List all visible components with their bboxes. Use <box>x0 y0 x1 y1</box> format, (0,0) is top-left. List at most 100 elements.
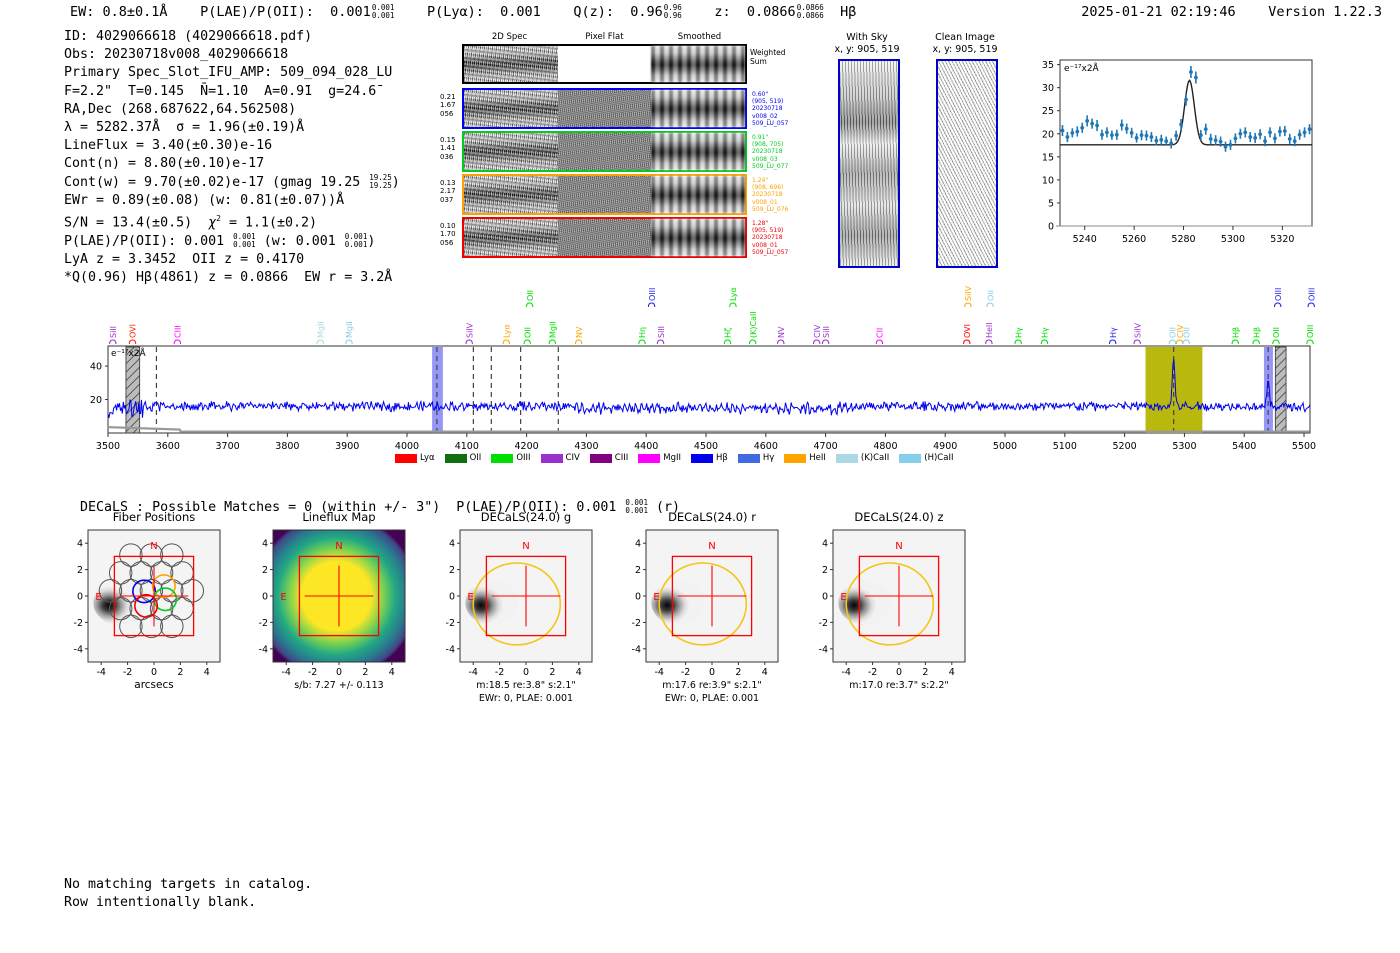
spec2d-fiber-right-label: 20230718 <box>752 148 783 156</box>
spec2d-ws-pixelflat-image <box>557 46 652 82</box>
spec2d-fiber-left-label: 056 <box>440 109 454 118</box>
svg-text:OVI: OVI <box>963 324 972 338</box>
svg-text:5280: 5280 <box>1171 234 1195 245</box>
svg-text:3600: 3600 <box>156 441 180 452</box>
spec2d-fiber-2dspec-image <box>464 219 558 256</box>
axis-tick-label: -4 <box>468 667 477 678</box>
spec2d-fiber-left-label: 1.41 <box>440 144 456 153</box>
spec2d-fiber-left-labels: 0.15 1.41 036 <box>440 136 462 161</box>
svg-text:OII: OII <box>523 327 532 338</box>
spec2d-fiber-smoothed-image <box>651 133 745 170</box>
imaging-panel-svg: Fiber Positions N E -4 -2 0 2 4 4 2 0 -2 -4 arcsecs <box>74 510 221 691</box>
svg-text:(K)CaII: (K)CaII <box>749 311 758 338</box>
info-snr-pre: S/N = 13.4(±0.5) <box>64 215 209 231</box>
legend-swatch <box>589 453 612 463</box>
header-qz-lo: 0.96 <box>663 11 682 20</box>
svg-text:OII: OII <box>1169 327 1178 338</box>
spec2d-fiber-left-label: 1.70 <box>440 230 456 239</box>
legend-label: OIII <box>516 453 531 463</box>
report-timestamp-block: 2025-01-21 02:19:46 Version 1.22.3 <box>1081 4 1382 20</box>
imaging-panel-title: DECaLS(24.0) r <box>668 510 756 524</box>
info-chi-exponent: 2 <box>216 214 221 224</box>
info-cont-w-pre: Cont(w) = 9.70(±0.02)e-17 (gmag 19.25 <box>64 174 369 190</box>
info-plae-hi: 0.001 <box>233 231 256 241</box>
svg-text:3700: 3700 <box>216 441 240 452</box>
svg-text:SiII: SiII <box>822 326 831 338</box>
legend-item: CIV <box>540 453 580 463</box>
spec2d-fiber-row: 0.13 2.17 037 1.24" (908, 696) 20230718 v008_0… <box>440 174 788 215</box>
header-plya-label: P(Lyα): <box>426 4 484 20</box>
spec2d-fiber-right-label: 509_LU_057 <box>752 119 789 127</box>
report-version: Version 1.22.3 <box>1268 4 1382 20</box>
spec2d-fiber-right-label: 509_LU_077 <box>752 162 789 170</box>
spec2d-fiber-left-label: 0.10 <box>440 222 456 230</box>
axis-tick-label: -2 <box>446 618 455 629</box>
svg-text:4000: 4000 <box>395 441 419 452</box>
info-z-solutions: LyA z = 3.3452 OII z = 0.4170 <box>64 251 305 267</box>
header-z-line: Hβ <box>840 4 857 20</box>
info-cont-w: Cont(w) = 9.70(±0.02)e-17 (gmag 19.25 19… <box>64 173 400 192</box>
spec2d-col-title-smoothed: Smoothed <box>677 32 722 42</box>
legend-swatch <box>835 453 858 463</box>
svg-text:5200: 5200 <box>1113 441 1137 452</box>
imaging-panel-caption-1: s/b: 7.27 +/- 0.113 <box>294 680 383 691</box>
svg-text:MgII: MgII <box>549 321 558 338</box>
svg-text:Hγ: Hγ <box>1014 327 1023 338</box>
spec2d-fiber-right-label: 20230718 <box>752 234 783 242</box>
axis-tick-label: 4 <box>204 667 210 678</box>
imaging-panel: DECaLS(24.0) g N E -4 -2 0 2 4 4 2 0 -2 -4 m:18.5 re:… <box>432 508 612 723</box>
svg-text:CIV: CIV <box>1176 324 1185 338</box>
axis-tick-label: 4 <box>389 667 395 678</box>
axis-tick-label: -4 <box>74 644 83 655</box>
axis-tick-label: 2 <box>822 565 828 576</box>
svg-text:4300: 4300 <box>574 441 598 452</box>
imaging-panel-caption-1: m:17.6 re:3.9" s:2.1" <box>662 680 762 691</box>
svg-text:Hγ: Hγ <box>1109 327 1118 338</box>
svg-text:SiII: SiII <box>109 326 118 338</box>
svg-text:OII: OII <box>1272 327 1281 338</box>
svg-text:Hβ: Hβ <box>1252 327 1261 338</box>
axis-tick-label: -2 <box>632 618 641 629</box>
svg-text:4600: 4600 <box>754 441 778 452</box>
axis-tick-label: 2 <box>449 565 455 576</box>
spec2d-fiber-2dspec-image <box>464 133 558 170</box>
svg-text:20: 20 <box>90 395 102 406</box>
info-cont-w-lo: 19.25 <box>369 180 392 190</box>
svg-text:10: 10 <box>1042 175 1054 186</box>
spec2d-fiber-right-label: 1.24" <box>752 177 769 184</box>
svg-text:SiIV: SiIV <box>1133 322 1142 338</box>
legend-item: Lyα <box>395 453 435 463</box>
cutout-clean-coords: x, y: 905, 519 <box>932 43 998 55</box>
svg-text:4500: 4500 <box>694 441 718 452</box>
axis-tick-label: -2 <box>74 618 83 629</box>
spec2d-fiber-smoothed-image <box>651 90 745 127</box>
cutout-clean-title: Clean Image x, y: 905, 519 <box>920 32 1010 55</box>
legend-swatch <box>691 453 714 463</box>
spec2d-fiber-left-label: 0.15 <box>440 136 456 144</box>
compass-north-label: N <box>335 541 342 552</box>
axis-tick-label: 4 <box>822 539 828 550</box>
legend-item: CIII <box>589 453 628 463</box>
info-obs: Obs: 20230718v008_4029066618 <box>64 47 289 63</box>
header-plae-poii-value: 0.001 <box>330 4 371 20</box>
compass-north-label: N <box>895 541 902 552</box>
axis-tick-label: 2 <box>262 565 268 576</box>
svg-text:e⁻¹⁷x2Å: e⁻¹⁷x2Å <box>111 347 147 359</box>
axis-tick-label: -2 <box>123 667 132 678</box>
spec2d-fiber-right-label: (905, 519) <box>752 227 784 235</box>
header-z-label: z: <box>714 4 731 20</box>
spec2d-ws-smoothed-image <box>651 46 745 82</box>
full-spectrum-plot: 20 40 3500 3600 3700 3800 3900 4000 4100 4200 4300… <box>90 285 1316 452</box>
legend-swatch <box>395 453 417 463</box>
spec2d-fiber-left-label: 056 <box>440 238 454 247</box>
spec2d-fiber-row: 0.21 1.67 056 0.60" (905, 519) 20230718 v008_0… <box>440 88 788 129</box>
spec2d-fiber-left-labels: 0.13 2.17 037 <box>440 179 462 204</box>
imaging-panel-svg: DECaLS(24.0) r N E -4 -2 0 2 4 4 2 0 -2 -4 m:17.6 re:… <box>632 510 779 704</box>
axis-tick-label: 2 <box>77 565 83 576</box>
svg-text:SiIV: SiIV <box>964 285 973 301</box>
axis-tick-label: 0 <box>709 667 715 678</box>
spec2d-fiber-right-label: v008_01 <box>752 241 778 249</box>
decals-summary-line: DECaLS : Possible Matches = 0 (within +/… <box>64 484 680 516</box>
imaging-panel-svg: DECaLS(24.0) g N E -4 -2 0 2 4 4 2 0 -2 -4 m:18.5 re:… <box>446 510 593 704</box>
spec2d-fiber-right-labels: 0.60" (905, 519) 20230718 v008_02 509_LU_057 <box>752 91 822 127</box>
